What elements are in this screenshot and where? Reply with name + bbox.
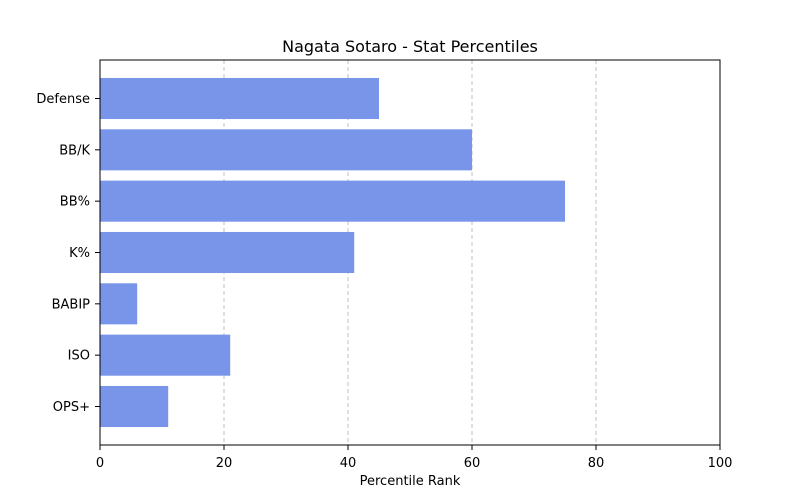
x-tick-label: 60 bbox=[464, 456, 481, 471]
bar-iso bbox=[100, 334, 231, 376]
bars bbox=[100, 77, 565, 428]
y-tick-label: Defense bbox=[36, 92, 90, 107]
bar-bb bbox=[100, 180, 565, 222]
bar-bb-k bbox=[100, 129, 472, 171]
x-tick-label: 100 bbox=[708, 456, 733, 471]
chart-title: Nagata Sotaro - Stat Percentiles bbox=[282, 37, 538, 56]
x-tick-label: 0 bbox=[96, 456, 104, 471]
x-axis-label: Percentile Rank bbox=[360, 474, 461, 489]
y-tick-label: BB% bbox=[60, 195, 90, 210]
y-tick-label: ISO bbox=[68, 349, 90, 364]
y-axis-ticks: Defense BB/K BB% K% BABIP ISO OPS+ bbox=[36, 92, 100, 415]
bar-defense bbox=[100, 77, 379, 120]
y-tick-label: BABIP bbox=[52, 297, 91, 312]
y-tick-label: OPS+ bbox=[53, 400, 90, 415]
x-tick-label: 80 bbox=[588, 456, 605, 471]
x-axis-ticks: 0 20 40 60 80 100 bbox=[96, 445, 733, 471]
bar-babip bbox=[100, 283, 138, 325]
y-tick-label: K% bbox=[69, 246, 90, 261]
x-tick-label: 40 bbox=[340, 456, 357, 471]
bar-k bbox=[100, 231, 355, 274]
y-tick-label: BB/K bbox=[59, 143, 90, 158]
x-tick-label: 20 bbox=[216, 456, 233, 471]
bar-ops bbox=[100, 385, 169, 428]
